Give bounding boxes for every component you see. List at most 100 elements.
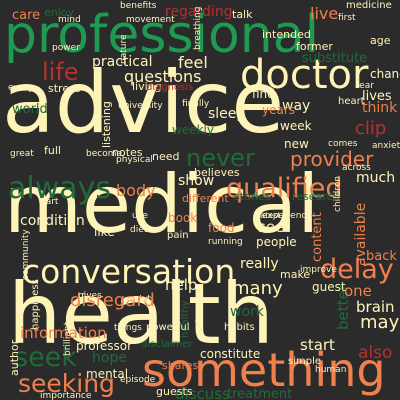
word-constitute: constitute xyxy=(200,347,260,361)
word-pain: pain xyxy=(167,230,189,241)
word-work: work xyxy=(230,304,265,320)
word-brain: brain xyxy=(356,298,395,316)
word-available: available xyxy=(353,203,369,266)
word-enjoy: enjoy xyxy=(44,6,75,19)
word-find: find xyxy=(252,87,275,101)
word-clip: clip xyxy=(355,118,386,139)
word-mind: mind xyxy=(58,15,81,25)
word-sleep: sleep xyxy=(208,106,245,122)
word-qualified: qualified xyxy=(226,173,343,204)
word-professor: professor xyxy=(76,339,132,353)
word-power: power xyxy=(52,43,80,53)
word-hope: hope xyxy=(92,350,127,366)
word-children: children xyxy=(333,176,343,212)
word-something: something xyxy=(142,343,386,397)
word-food: food xyxy=(208,221,235,235)
word-notes: notes xyxy=(112,146,143,159)
word-information: information xyxy=(20,324,107,342)
word-great: great xyxy=(10,149,34,159)
word-experience: experience xyxy=(262,211,312,221)
word-habits: habits xyxy=(224,322,255,333)
word-start: start xyxy=(300,336,335,354)
word-think: think xyxy=(362,100,398,116)
word-doctor: doctor xyxy=(240,52,369,98)
word-age: age xyxy=(370,34,391,47)
word-condition: condition xyxy=(20,213,85,229)
word-episode: episode xyxy=(120,375,156,385)
word-really: really xyxy=(240,256,279,272)
word-change: change xyxy=(370,67,400,81)
word-author: author xyxy=(8,339,21,376)
word-care: care xyxy=(12,8,40,23)
word-living: living xyxy=(132,80,162,93)
word-guests: guests xyxy=(156,385,193,398)
word-lives: lives xyxy=(362,89,392,104)
word-full: full xyxy=(44,144,61,157)
word-week: week xyxy=(280,119,312,133)
word-discuss: discuss xyxy=(175,385,230,400)
word-feel: feel xyxy=(178,53,208,72)
word-make: make xyxy=(280,268,310,281)
word-gives: gives xyxy=(78,291,102,301)
word-anxiety: anxiety xyxy=(372,141,400,151)
word-substitute: substitute xyxy=(302,51,367,66)
word-questions: questions xyxy=(124,67,201,86)
word-talk: talk xyxy=(232,8,253,21)
word-new: new xyxy=(284,137,309,151)
word-guest: guest xyxy=(312,280,346,294)
word-diet: diet xyxy=(130,225,148,235)
word-first: first xyxy=(338,13,356,23)
word-conversation: conversation xyxy=(22,252,235,291)
word-latest: latest xyxy=(258,211,281,220)
word-back: back xyxy=(366,249,397,264)
word-also: also xyxy=(358,343,392,363)
word-human: human xyxy=(315,365,346,375)
word-body: body xyxy=(116,181,156,200)
word-breathing: breathing xyxy=(193,7,203,50)
word-health: health xyxy=(8,265,274,363)
word-science: science xyxy=(195,298,205,332)
word-research: research xyxy=(292,190,340,203)
word-like: like xyxy=(94,225,115,239)
word-comes: comes xyxy=(328,139,358,149)
word-people: people xyxy=(256,235,297,249)
word-movement: movement xyxy=(126,15,175,25)
word-improve: improve xyxy=(300,265,337,275)
word-help: help xyxy=(165,276,197,294)
word-believes: believes xyxy=(194,166,240,179)
word-mental: mental xyxy=(86,367,128,381)
word-powerful: powerful xyxy=(146,322,190,333)
word-every: every xyxy=(8,83,34,93)
word-never: never xyxy=(186,144,255,172)
word-healthy: healthy xyxy=(180,300,191,338)
word-physical: physical xyxy=(116,155,153,165)
word-medical: medical xyxy=(4,158,319,251)
word-things: things xyxy=(114,323,142,333)
word-always: always xyxy=(8,171,111,206)
word-professional: professional xyxy=(4,5,319,65)
word-diagnosis: diagnosis xyxy=(146,82,193,93)
word-former: former xyxy=(296,40,333,53)
word-live: live xyxy=(310,4,338,23)
word-seeking: seeking xyxy=(18,369,115,398)
word-show: show xyxy=(178,173,214,189)
word-one: one xyxy=(344,282,372,300)
word-shares: shares xyxy=(162,359,198,372)
word-seek: seek xyxy=(14,342,77,373)
word-listening: listening xyxy=(100,101,113,148)
word-see: see xyxy=(258,218,284,236)
word-different: different xyxy=(182,192,229,205)
word-stories: stories xyxy=(234,190,271,203)
word-intended: intended xyxy=(262,28,311,41)
word-heart: heart xyxy=(338,96,365,107)
word-nature: nature xyxy=(119,34,129,64)
word-way: way xyxy=(282,98,310,114)
word-running: running xyxy=(208,237,243,247)
word-benefits: benefits xyxy=(120,1,157,11)
word-fear: fear xyxy=(356,81,374,91)
word-provider: provider xyxy=(290,147,374,171)
word-brilliant: brilliant xyxy=(63,321,73,356)
word-across: across xyxy=(342,163,371,173)
word-community: community xyxy=(21,229,31,280)
